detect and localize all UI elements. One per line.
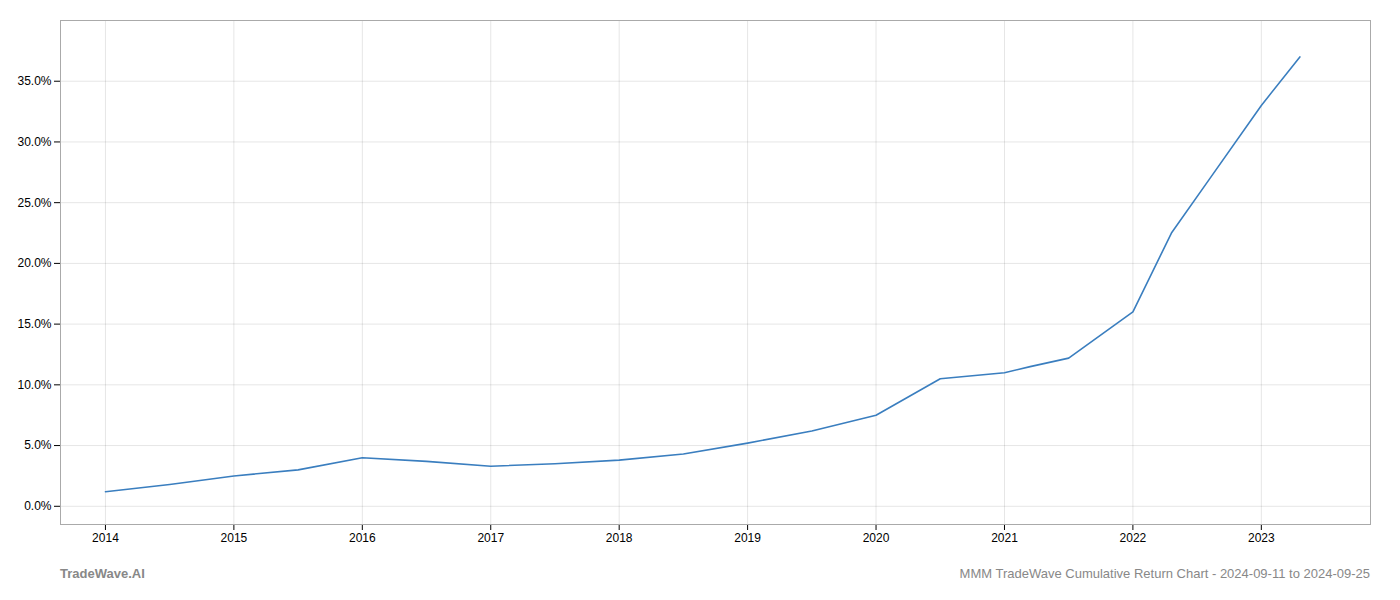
svg-text:20.0%: 20.0% (17, 256, 51, 270)
svg-text:2023: 2023 (1248, 531, 1275, 545)
svg-text:25.0%: 25.0% (17, 196, 51, 210)
svg-text:5.0%: 5.0% (24, 438, 52, 452)
svg-text:2020: 2020 (863, 531, 890, 545)
svg-text:2018: 2018 (606, 531, 633, 545)
svg-text:35.0%: 35.0% (17, 74, 51, 88)
svg-text:2017: 2017 (477, 531, 504, 545)
svg-text:0.0%: 0.0% (24, 499, 52, 513)
html-text:TradeWave.AI: TradeWave.AI (60, 566, 145, 581)
svg-text:2016: 2016 (349, 531, 376, 545)
svg-text:30.0%: 30.0% (17, 135, 51, 149)
svg-text:2019: 2019 (734, 531, 761, 545)
svg-text:2021: 2021 (991, 531, 1018, 545)
html-text:MMM TradeWave Cumulative Retur: MMM TradeWave Cumulative Return Chart - … (959, 566, 1370, 581)
svg-text:2014: 2014 (92, 531, 119, 545)
svg-text:2015: 2015 (221, 531, 248, 545)
svg-text:15.0%: 15.0% (17, 317, 51, 331)
svg-text:2022: 2022 (1120, 531, 1147, 545)
svg-text:10.0%: 10.0% (17, 378, 51, 392)
